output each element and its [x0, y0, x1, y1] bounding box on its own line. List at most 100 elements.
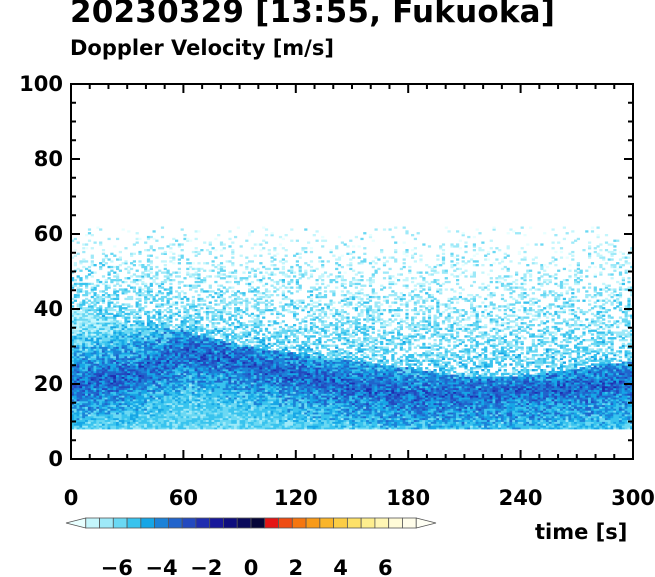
heatmap-cell: [127, 327, 131, 331]
heatmap-cell: [180, 342, 184, 346]
heatmap-cell: [107, 327, 111, 331]
heatmap-cell: [155, 282, 159, 286]
heatmap-cell: [253, 243, 257, 246]
heatmap-cell: [121, 367, 125, 370]
heatmap-cell: [110, 348, 114, 351]
heatmap-cell: [163, 327, 167, 331]
heatmap-cell: [239, 421, 243, 424]
heatmap-cell: [99, 427, 103, 430]
heatmap-cell: [177, 359, 181, 362]
heatmap-cell: [180, 425, 184, 428]
heatmap-cell: [130, 331, 134, 334]
heatmap-cell: [99, 423, 103, 426]
heatmap-cell: [189, 393, 193, 396]
heatmap-cell: [76, 408, 80, 411]
heatmap-cell: [127, 325, 131, 329]
heatmap-cell: [200, 425, 204, 428]
heatmap-cell: [110, 331, 114, 334]
heatmap-cell: [197, 294, 201, 297]
heatmap-cell: [197, 350, 201, 353]
heatmap-cell: [259, 385, 263, 389]
heatmap-cell: [71, 399, 75, 402]
heatmap-cell: [160, 303, 165, 306]
heatmap-cell: [248, 389, 252, 392]
heatmap-cell: [228, 318, 232, 321]
heatmap-cell: [132, 325, 136, 329]
heatmap-cell: [146, 342, 151, 346]
heatmap-cell: [205, 425, 210, 428]
heatmap-cell: [101, 339, 106, 342]
heatmap-cell: [262, 382, 266, 385]
heatmap-cell: [262, 415, 266, 419]
heatmap-cell: [107, 376, 111, 379]
heatmap-cell: [231, 331, 235, 334]
heatmap-cell: [152, 425, 156, 428]
heatmap-cell: [152, 249, 156, 252]
heatmap-cell: [96, 372, 100, 376]
heatmap-cell: [149, 427, 153, 430]
heatmap-cell: [211, 247, 215, 250]
heatmap-cell: [175, 393, 179, 396]
heatmap-cell: [130, 365, 134, 368]
heatmap-cell: [82, 380, 86, 383]
heatmap-cell: [225, 423, 229, 426]
heatmap-cell: [205, 423, 210, 426]
heatmap-cell: [256, 337, 260, 340]
heatmap-cell: [219, 352, 224, 355]
heatmap-cell: [183, 325, 187, 329]
heatmap-cell: [211, 400, 215, 404]
heatmap-cell: [85, 337, 89, 340]
heatmap-cell: [236, 427, 240, 430]
heatmap-cell: [85, 243, 89, 246]
heatmap-cell: [152, 369, 156, 372]
heatmap-cell: [264, 414, 269, 417]
heatmap-cell: [259, 350, 263, 353]
heatmap-cell: [141, 380, 145, 383]
heatmap-cell: [110, 337, 114, 340]
heatmap-cell: [183, 374, 187, 377]
heatmap-cell: [149, 329, 153, 332]
heatmap-cell: [203, 391, 207, 394]
heatmap-cell: [87, 423, 92, 426]
heatmap-cell: [248, 378, 252, 381]
heatmap-cell: [191, 387, 195, 391]
heatmap-cell: [191, 399, 195, 402]
heatmap-cell: [197, 372, 201, 376]
heatmap-cell: [222, 344, 226, 347]
heatmap-cell: [259, 419, 263, 422]
heatmap-cell: [99, 361, 103, 364]
heatmap-cell: [146, 292, 151, 295]
heatmap-cell: [264, 382, 269, 385]
heatmap-cell: [101, 348, 106, 351]
heatmap-cell: [194, 316, 198, 319]
heatmap-cell: [242, 342, 246, 346]
heatmap-cell: [189, 421, 193, 424]
heatmap-cell: [208, 305, 212, 308]
heatmap-cell: [130, 342, 134, 346]
heatmap-cell: [169, 350, 173, 353]
heatmap-cell: [116, 322, 120, 325]
heatmap-cell: [245, 335, 249, 338]
heatmap-cell: [191, 286, 195, 289]
heatmap-cell: [169, 354, 173, 357]
heatmap-cell: [155, 342, 159, 346]
heatmap-cell: [116, 314, 120, 317]
heatmap-cell: [146, 331, 151, 334]
heatmap-cell: [211, 414, 215, 417]
heatmap-cell: [262, 393, 266, 396]
heatmap-cell: [228, 333, 232, 336]
heatmap-cell: [172, 382, 176, 385]
heatmap-cell: [214, 367, 218, 370]
heatmap-cell: [169, 389, 173, 392]
heatmap-cell: [211, 376, 215, 379]
heatmap-cell: [180, 256, 184, 259]
heatmap-cell: [262, 346, 266, 349]
heatmap-cell: [242, 271, 246, 274]
heatmap-cell: [200, 406, 204, 409]
heatmap-cell: [124, 322, 128, 325]
heatmap-cell: [163, 337, 167, 340]
heatmap-cell: [239, 325, 243, 329]
heatmap-cell: [138, 324, 142, 327]
heatmap-cell: [211, 399, 215, 402]
heatmap-cell: [197, 275, 201, 278]
